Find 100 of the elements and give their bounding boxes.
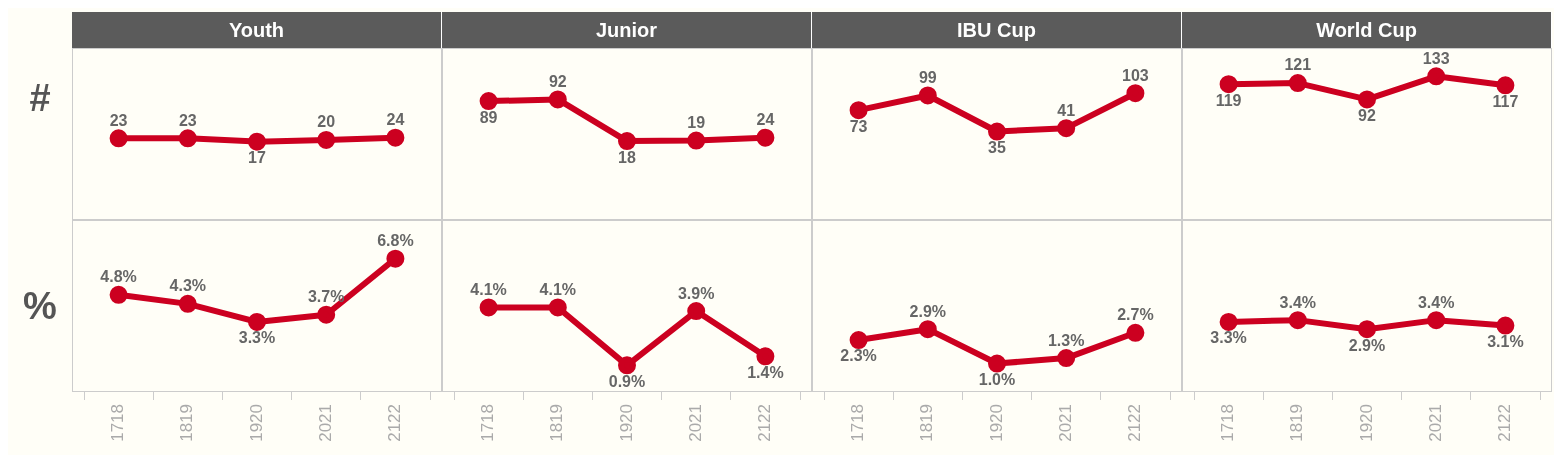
point [1126,323,1145,342]
point [618,356,636,375]
x-tick-label: 1718 [848,404,868,442]
data-label: 18 [618,148,636,166]
point [849,101,868,120]
data-label: 24 [386,111,405,129]
data-label: 89 [479,108,498,126]
point [1427,67,1446,86]
x-tick-label: 1819 [177,404,197,442]
point [1496,76,1515,95]
data-label: 1.0% [978,370,1016,388]
data-label: 35 [988,138,1006,156]
point [756,128,775,147]
point [1219,75,1238,94]
point [988,122,1006,141]
data-label: 92 [1358,106,1376,124]
point [386,249,405,268]
data-label: 4.1% [470,280,507,298]
data-label: 119 [1215,91,1242,109]
point [918,86,937,105]
data-label: 4.3% [169,277,207,295]
point [479,298,498,317]
data-label: 0.9% [608,372,646,390]
y-axis-title: # [28,75,52,121]
point [618,132,636,151]
chart-title: Youth [72,12,442,48]
data-label: 99 [918,68,937,86]
point [1358,90,1376,109]
x-tick-label: 1920 [1356,404,1376,442]
chart-title: Junior [442,12,812,48]
x-tick-label: 2021 [1055,404,1075,442]
point [918,320,937,339]
x-tick-label: 1920 [616,404,636,442]
x-tick-label: 1819 [917,404,937,442]
x-tick-label: 1819 [1287,404,1307,442]
point [248,312,266,331]
point [548,90,567,109]
point [1288,74,1307,93]
x-tick-label: 2122 [385,404,405,442]
data-label: 23 [109,111,128,129]
point [548,298,567,317]
point [1427,311,1446,330]
point [1126,84,1145,103]
point [1057,119,1076,138]
data-label: 24 [756,111,775,129]
data-label: 41 [1057,101,1076,119]
x-tick-label: 1920 [246,404,266,442]
x-tick-label: 2122 [1125,404,1145,442]
data-label: 6.8% [377,232,414,250]
data-label: 17 [248,149,266,167]
chart-title: World Cup [1182,12,1552,48]
point [1496,316,1515,335]
y-axis-title: % [22,283,58,329]
data-label: 2.7% [1117,306,1154,324]
x-tick-label: 1718 [478,404,498,442]
data-label: 121 [1284,56,1312,74]
data-label: 1.4% [747,363,784,381]
x-tick-label: 2122 [1495,404,1515,442]
data-label: 3.4% [1279,293,1317,311]
data-label: 19 [687,113,706,131]
data-label: 73 [849,117,868,135]
data-label: 3.9% [677,284,715,302]
point [1358,320,1376,339]
data-label: 3.3% [1210,329,1247,347]
x-tick-label: 1819 [547,404,567,442]
data-label: 23 [178,111,197,129]
data-label: 133 [1422,49,1450,67]
x-tick-label: 1920 [986,404,1006,442]
data-label: 2.3% [840,347,877,365]
point [988,354,1006,373]
data-label: 2.9% [909,302,947,320]
data-label: 3.4% [1417,293,1455,311]
point [756,347,775,366]
point [178,294,197,313]
x-tick-label: 1718 [1218,404,1238,442]
data-label: 3.3% [238,329,276,347]
point [1288,311,1307,330]
point [849,331,868,350]
data-label: 117 [1492,92,1519,110]
chart-title: IBU Cup [812,12,1182,48]
point [109,285,128,304]
x-tick-label: 1718 [108,404,128,442]
point [687,302,706,321]
point [317,305,336,324]
point [1219,312,1238,331]
x-tick-label: 2122 [755,404,775,442]
data-label: 3.7% [307,288,345,306]
data-label: 1.3% [1047,331,1085,349]
point [479,92,498,111]
data-label: 3.1% [1487,332,1524,350]
data-label: 2.9% [1348,336,1386,354]
point [687,131,706,150]
data-label: 103 [1122,66,1149,84]
x-tick-label: 2021 [1425,404,1445,442]
x-tick-label: 2021 [315,404,335,442]
x-tick-label: 2021 [685,404,705,442]
data-label: 4.1% [539,280,577,298]
data-label: 20 [317,113,336,131]
point [1057,349,1076,368]
data-label: 92 [548,72,567,90]
